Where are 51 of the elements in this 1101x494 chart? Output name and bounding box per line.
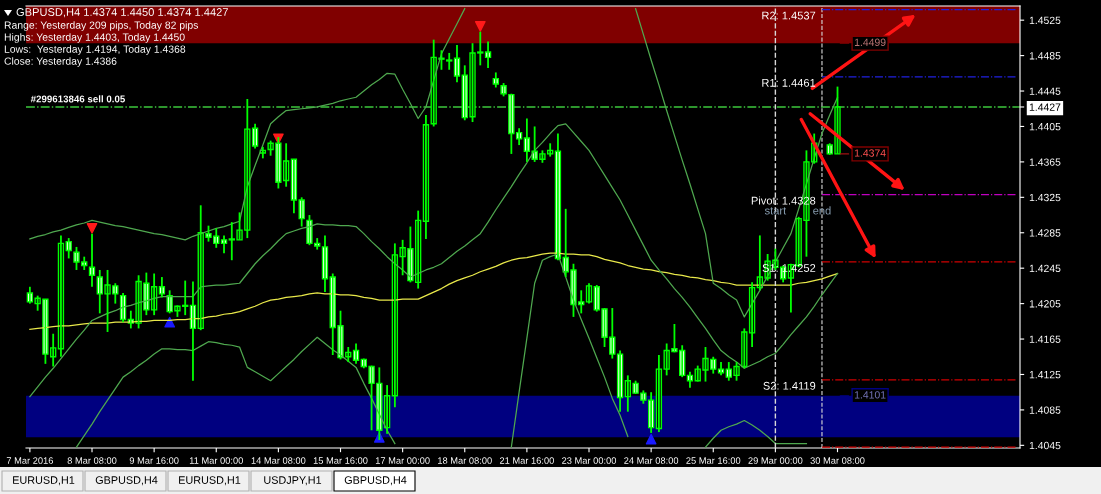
x-tick-label: 24 Mar 08:00 <box>624 457 679 464</box>
annotation: end <box>813 206 831 215</box>
y-tick-label: 1.4445 <box>1029 87 1061 95</box>
x-tick-label: 17 Mar 00:00 <box>375 457 430 464</box>
y-tick-label: 1.4085 <box>1029 406 1061 414</box>
y-tick-label: 1.4365 <box>1029 158 1061 166</box>
y-tick-label: 1.4325 <box>1029 193 1061 202</box>
x-tick-label: 11 Mar 00:00 <box>189 457 243 464</box>
y-tick-label: 1.4285 <box>1029 229 1061 237</box>
text: EURUSD,H1 <box>13 476 75 486</box>
y-tick-label: 1.4205 <box>1029 300 1061 308</box>
y-tick-label: 1.4405 <box>1029 122 1061 131</box>
text: EURUSD,H1 <box>179 476 241 486</box>
x-tick-label: 15 Mar 16:00 <box>313 457 368 464</box>
ref-line-label: #299613846 sell 0.05 <box>30 95 125 103</box>
y-tick-label: 1.4125 <box>1029 370 1061 379</box>
x-tick-label: 25 Mar 16:00 <box>686 457 741 464</box>
x-tick-label: 18 Mar 08:00 <box>438 457 492 464</box>
annotation: Lows: Yesterday 1.4194, Today 1.4368 <box>4 45 186 55</box>
y-tick-label: 1.4525 <box>1029 16 1061 25</box>
y-tick-label: 1.4165 <box>1029 335 1061 343</box>
chart-title: GBPUSD,H4 1.4374 1.4450 1.4374 1.4427 <box>16 8 228 18</box>
annotation: Close: Yesterday 1.4386 <box>4 57 117 67</box>
point <box>645 433 657 445</box>
annotation: 1.4374 <box>854 149 886 157</box>
x-tick-label: 21 Mar 16:00 <box>499 457 554 464</box>
point <box>474 21 486 32</box>
x-tick-label: 9 Mar 16:00 <box>129 457 179 464</box>
y-tick-label: 1.4485 <box>1029 52 1061 60</box>
x-tick-label: 8 Mar 08:00 <box>67 457 117 464</box>
y-tick-label: 1.4045 <box>1029 441 1061 450</box>
x-tick-label: 7 Mar 2016 <box>6 457 54 464</box>
line-series <box>29 123 839 398</box>
band-label: 1.4101 <box>854 391 886 399</box>
annotation: Highs: Yesterday 1.4403, Today 1.4450 <box>4 33 185 43</box>
x-tick-label: 14 Mar 08:00 <box>251 457 306 464</box>
annotation: Range: Yesterday 209 pips, Today 82 pips <box>4 21 199 31</box>
point <box>86 222 98 234</box>
x-tick-label: 29 Mar 00:00 <box>748 457 803 464</box>
series-label: R1: 1.4461 <box>762 78 816 87</box>
series-label: R2: 1.4537 <box>762 11 816 20</box>
band-label: 1.4499 <box>854 38 886 46</box>
text: USDJPY,H1 <box>264 476 322 486</box>
x-tick-label: 23 Mar 00:00 <box>562 457 617 464</box>
point <box>164 316 176 328</box>
y-tick-label: 1.4245 <box>1029 264 1061 273</box>
y-tick-label: 1.4427 <box>1029 103 1061 111</box>
text: GBPUSD,H4 <box>344 476 407 486</box>
x-tick-label: 30 Mar 08:00 <box>810 457 865 464</box>
text: GBPUSD,H4 <box>95 476 158 486</box>
line-series <box>29 252 839 330</box>
